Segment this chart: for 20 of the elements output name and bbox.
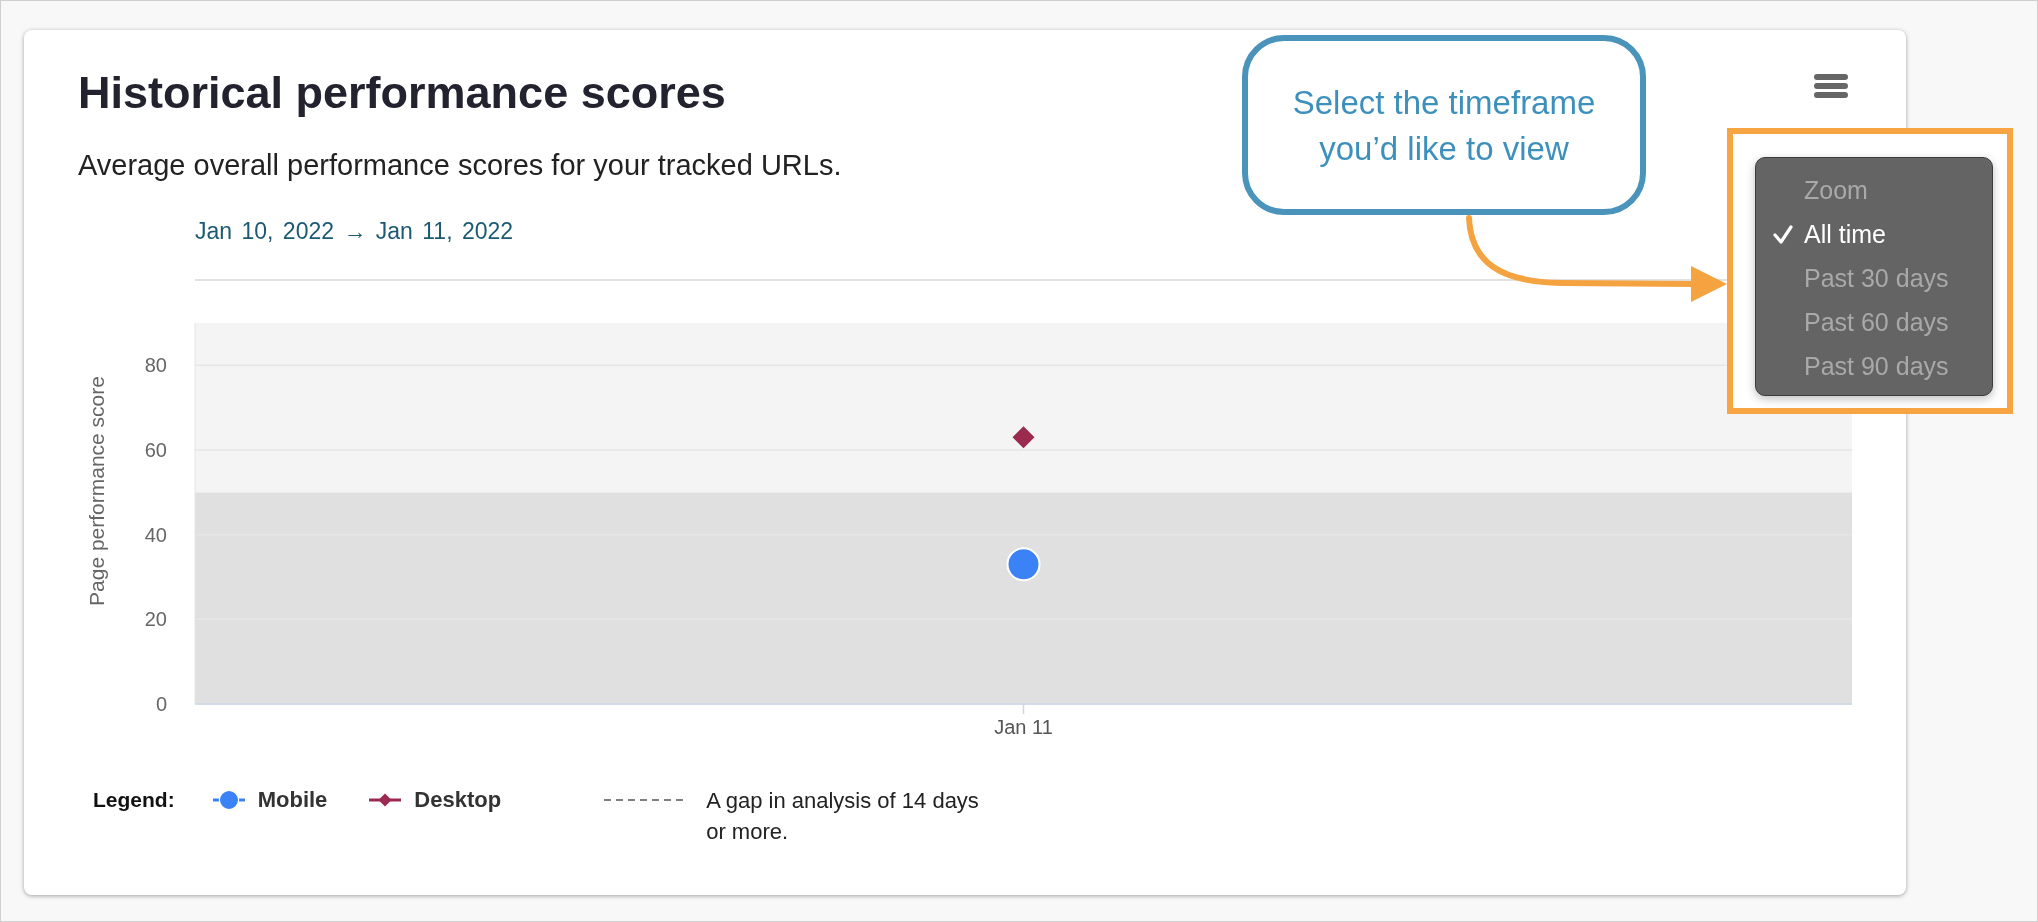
y-axis-title: Page performance score bbox=[85, 376, 109, 606]
y-tick-label: 0 bbox=[155, 693, 167, 716]
y-tick-label: 40 bbox=[144, 523, 167, 546]
legend-label: Mobile bbox=[257, 786, 328, 814]
legend-label: Desktop bbox=[414, 786, 502, 814]
y-tick-label: 80 bbox=[144, 354, 167, 377]
y-tick-label: 20 bbox=[144, 608, 167, 631]
text: Select the timeframe you’d like to view bbox=[1291, 83, 1597, 169]
chart-subtitle: Average overall performance scores for your tracked URLs. bbox=[78, 149, 842, 181]
text: Jan 10, 2022 → Jan 11, 2022 bbox=[195, 218, 514, 244]
text: Past 30 days bbox=[1804, 264, 1949, 292]
y-tick-label: 60 bbox=[144, 439, 167, 462]
text: Zoom bbox=[1804, 176, 1868, 204]
legend-title: Legend: bbox=[93, 787, 175, 813]
text: A gap in analysis of 14 days or more. bbox=[706, 787, 980, 846]
annotation: Past 90 days bbox=[1804, 352, 1949, 380]
chart-title: Historical performance scores bbox=[78, 67, 726, 118]
annotation: Past 60 days bbox=[1804, 308, 1949, 336]
x-tick-label: Jan 11 bbox=[994, 716, 1053, 739]
text: All time bbox=[1804, 220, 1886, 248]
